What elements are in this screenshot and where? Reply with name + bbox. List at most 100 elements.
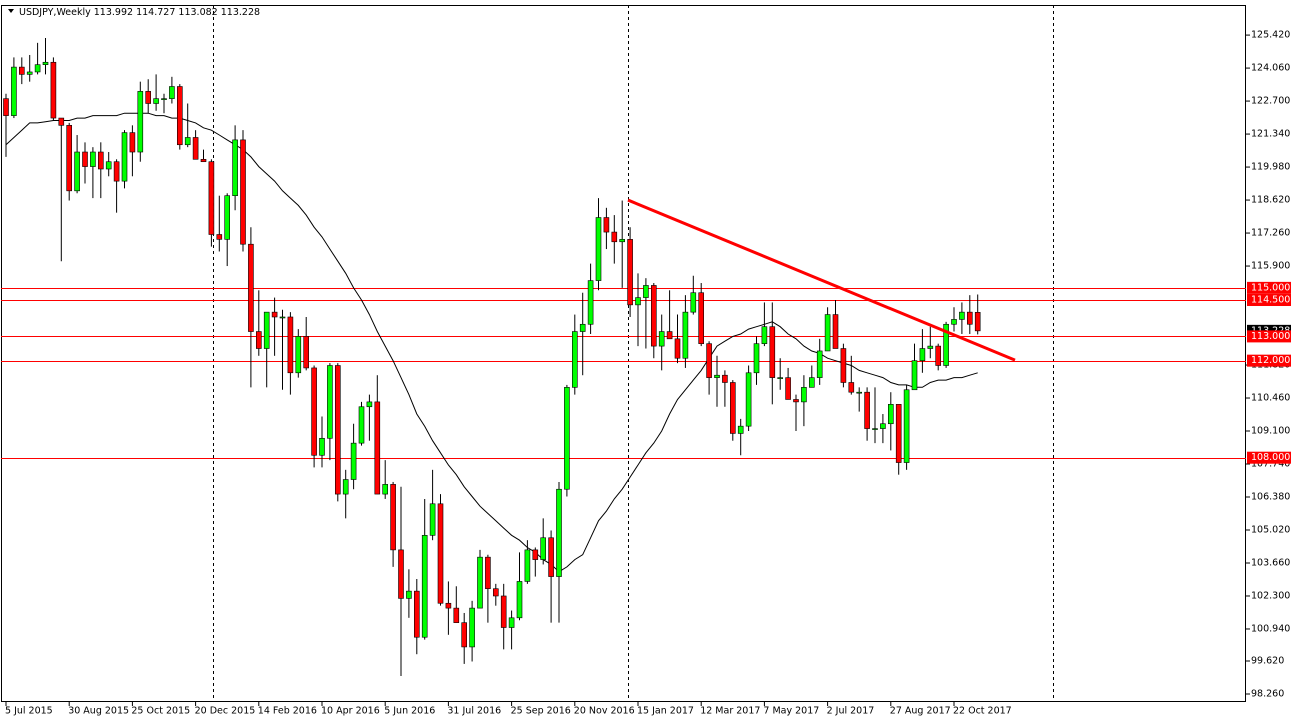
candle-body <box>413 590 420 638</box>
level-box <box>1247 354 1291 367</box>
candle-body <box>611 231 618 243</box>
x-tick-label: 20 Dec 2015 <box>195 706 256 717</box>
candle-body <box>966 311 973 325</box>
y-tick-label: 98.260 <box>1251 688 1284 699</box>
candle-body <box>66 125 72 192</box>
level-box <box>1247 294 1291 307</box>
candle-body <box>366 401 373 408</box>
y-tick-label: 110.460 <box>1251 393 1290 404</box>
y-tick-label: 107.740 <box>1251 459 1290 470</box>
y-tick-label: 121.340 <box>1251 129 1290 140</box>
candle-body <box>232 139 238 196</box>
level-label: 113.000 <box>1251 331 1290 342</box>
x-tick-label: 10 Apr 2016 <box>321 706 380 717</box>
candle-body <box>406 590 412 599</box>
candle-body <box>271 311 278 318</box>
candle-body <box>595 217 602 281</box>
candle-body <box>421 535 428 638</box>
candle-body <box>516 581 523 619</box>
candle-body <box>287 316 294 374</box>
candle-body <box>82 151 88 167</box>
x-tick-label: 22 Oct 2017 <box>953 706 1012 717</box>
candle-body <box>382 484 389 495</box>
candle-body <box>485 556 491 590</box>
candle-body <box>532 549 539 560</box>
x-tick-label: 25 Sep 2016 <box>511 706 571 717</box>
candle-body <box>437 503 444 604</box>
candle-body <box>98 151 104 170</box>
candle-body <box>216 234 223 240</box>
candle-body <box>793 399 799 403</box>
x-tick-label: 30 Aug 2015 <box>68 706 129 717</box>
candle-body <box>374 401 381 495</box>
candle-body <box>50 61 57 119</box>
candle-body <box>887 404 894 425</box>
y-tick-label: 118.620 <box>1251 195 1290 206</box>
candle-body <box>650 285 657 347</box>
candle-body <box>832 314 839 349</box>
candle-body <box>801 387 807 403</box>
y-tick-label: 99.620 <box>1251 656 1284 667</box>
candle-body <box>311 367 317 456</box>
candle-body <box>540 537 547 560</box>
candle-body <box>903 389 910 463</box>
candle-body <box>477 556 483 609</box>
candle-body <box>714 374 720 378</box>
x-tick-label: 7 May 2017 <box>763 706 819 717</box>
level-label: 115.000 <box>1251 282 1290 293</box>
candle-body <box>658 331 665 347</box>
candle-body <box>26 71 33 75</box>
candle-body <box>327 365 333 439</box>
y-tick-label: 122.700 <box>1251 96 1290 107</box>
candle-body <box>808 377 815 388</box>
candle-body <box>643 285 649 298</box>
candle-body <box>469 607 475 648</box>
candle-body <box>34 64 41 73</box>
candle-body <box>279 316 286 319</box>
candle-body <box>951 319 957 325</box>
candle-body <box>959 311 965 320</box>
candle-body <box>698 292 705 344</box>
candle-body <box>674 338 681 359</box>
candle-body <box>761 326 768 344</box>
candle-body <box>745 372 752 427</box>
candle-body <box>263 311 270 349</box>
symbol: USDJPY,Weekly <box>19 7 91 18</box>
candle-body <box>295 336 302 374</box>
candle-body <box>571 331 578 388</box>
candle-body <box>777 377 784 379</box>
level-box <box>1247 451 1291 464</box>
y-tick-label: 103.660 <box>1251 557 1290 568</box>
candle-body <box>445 602 452 609</box>
level-box <box>1247 330 1291 343</box>
candle-body <box>429 503 436 536</box>
candle-body <box>840 348 847 383</box>
y-tick-label: 117.260 <box>1251 228 1290 239</box>
candle-body <box>492 588 499 597</box>
candle-body <box>816 350 823 378</box>
close: 113.228 <box>221 7 260 18</box>
candle-body <box>500 595 507 628</box>
candle-body <box>42 61 49 65</box>
candle-body <box>911 360 918 391</box>
candle-body <box>524 549 531 582</box>
candle-body <box>90 151 96 167</box>
candle-body <box>240 139 246 245</box>
candle-body <box>729 382 736 434</box>
candle-body <box>461 622 468 648</box>
candle-body <box>848 382 855 393</box>
candle-body <box>587 280 594 325</box>
x-tick-label: 2 Jul 2017 <box>827 706 875 717</box>
candle-body <box>192 137 199 160</box>
candle-body <box>177 86 183 146</box>
plot-frame <box>1 5 1246 702</box>
candle-body <box>564 387 570 490</box>
candle-body <box>303 336 310 369</box>
candle-body <box>137 91 144 153</box>
y-tick-label: 119.980 <box>1251 162 1290 173</box>
y-tick-label: 102.300 <box>1251 590 1290 601</box>
candle-body <box>548 537 554 577</box>
candle-body <box>398 549 404 599</box>
y-tick-label: 105.020 <box>1251 524 1290 535</box>
